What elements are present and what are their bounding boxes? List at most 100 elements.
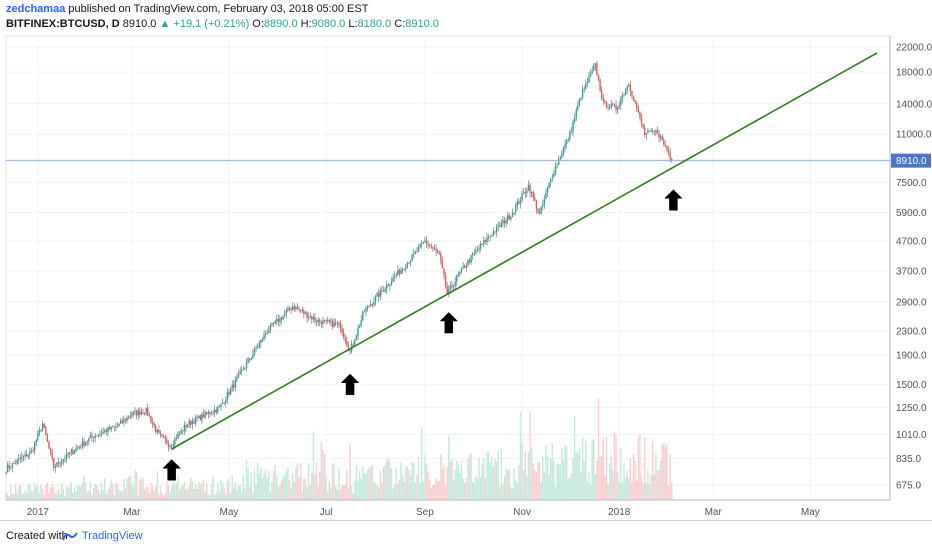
price-chart[interactable]: 22000.018000.014000.011000.09000.07500.0… — [0, 0, 932, 520]
tradingview-brand-link[interactable]: TradingView — [82, 530, 143, 542]
candle-body — [550, 178, 552, 183]
candle — [425, 235, 428, 248]
volume-bar — [567, 478, 569, 500]
candle-body — [393, 276, 396, 278]
candle — [401, 267, 404, 275]
candle — [358, 324, 361, 329]
volume-bar — [150, 483, 152, 500]
tradingview-logo-icon[interactable] — [62, 529, 78, 547]
candle — [298, 305, 300, 313]
candle — [151, 417, 154, 429]
candle-body — [339, 322, 342, 329]
candle-body — [378, 293, 380, 297]
candle — [433, 244, 436, 251]
candle-body — [174, 438, 176, 445]
candle-body — [314, 317, 316, 321]
candle-body — [628, 84, 630, 87]
volume-bar — [94, 483, 96, 500]
candle — [6, 461, 9, 473]
volume-bar — [521, 442, 523, 500]
volume-bar — [624, 477, 627, 500]
candle — [148, 412, 151, 417]
volume-bar — [252, 492, 254, 500]
candle-body — [81, 441, 84, 448]
volume-bar — [97, 488, 100, 500]
volume-bar — [414, 483, 417, 500]
volume-bar — [177, 475, 179, 500]
candle-body — [209, 412, 211, 414]
candle-body — [220, 403, 222, 407]
candle — [129, 411, 131, 419]
candle — [446, 282, 448, 296]
volume-bar — [178, 489, 181, 500]
volume-bar — [597, 398, 600, 500]
candle-body — [346, 341, 348, 346]
candle-body — [229, 388, 232, 395]
candle — [99, 430, 101, 438]
y-tick-label: 835.0 — [896, 454, 921, 465]
candle-body — [159, 433, 162, 435]
volume-bar — [220, 479, 222, 500]
candle — [548, 182, 550, 189]
volume-bar — [516, 482, 518, 500]
candle — [378, 288, 380, 302]
candle-body — [188, 420, 190, 425]
candle-body — [280, 317, 283, 320]
candle — [16, 458, 18, 466]
candle — [655, 129, 657, 136]
candle — [331, 318, 334, 330]
candle — [290, 306, 292, 315]
volume-bar — [644, 437, 646, 500]
volume-bar — [639, 433, 641, 500]
candle — [357, 324, 359, 341]
candle-body — [594, 63, 597, 67]
volume-bar — [441, 468, 444, 500]
candle — [379, 287, 382, 300]
volume-bar — [355, 464, 358, 500]
volume-bar — [546, 456, 549, 500]
volume-bar — [599, 456, 601, 500]
candle — [537, 208, 539, 215]
volume-bar — [381, 482, 383, 500]
candle — [374, 294, 377, 306]
created-with-text: Created with — [6, 530, 68, 542]
candle-body — [151, 422, 154, 424]
volume-bar — [591, 440, 593, 500]
candle-body — [62, 459, 65, 462]
volume-bar — [333, 463, 335, 500]
candle — [562, 146, 565, 157]
volume-bar — [440, 454, 442, 500]
candle-body — [33, 442, 36, 451]
candle-body — [384, 289, 386, 292]
candle-body — [379, 290, 382, 297]
candle-body — [502, 220, 504, 224]
candle-body — [194, 417, 197, 424]
volume-bar — [354, 480, 356, 500]
candle-body — [13, 462, 15, 464]
volume-bar — [483, 458, 485, 500]
candle — [159, 429, 162, 439]
candle — [45, 425, 47, 436]
candle — [67, 452, 69, 458]
candle-body — [360, 320, 362, 327]
candle-body — [124, 419, 127, 421]
candle-body — [658, 133, 660, 138]
volume-bar — [131, 482, 133, 500]
volume-bar — [387, 458, 389, 500]
candle — [112, 425, 114, 428]
volume-bar — [376, 485, 378, 500]
volume-bar — [349, 442, 351, 500]
candle-body — [601, 90, 603, 99]
volume-bar — [27, 484, 29, 500]
candle — [287, 305, 289, 313]
candle-body — [212, 412, 214, 414]
candle — [237, 370, 240, 379]
candle — [205, 411, 208, 416]
volume-bar — [526, 475, 528, 500]
candle — [320, 320, 323, 329]
candle-body — [451, 285, 453, 287]
volume-bar — [371, 465, 374, 500]
author-name[interactable]: zedchamaa — [6, 3, 66, 15]
candle-body — [26, 454, 28, 457]
candle-body — [486, 237, 488, 242]
